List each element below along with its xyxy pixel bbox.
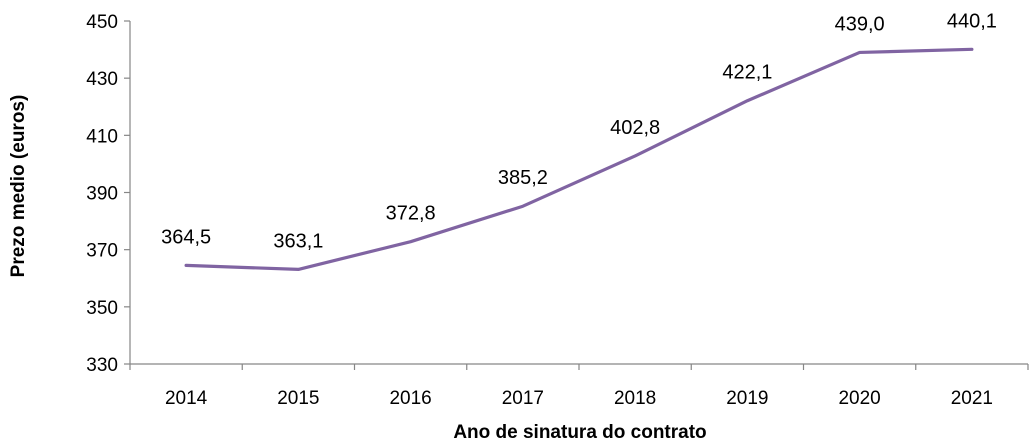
series-line [184,47,974,271]
y-tick-label: 410 [86,126,118,147]
x-tick-label: 2018 [614,388,656,409]
series-group [184,47,974,271]
x-tick-label: 2021 [951,388,993,409]
data-label: 372,8 [386,203,436,225]
x-tick-label: 2014 [165,388,208,409]
data-label: 402,8 [610,117,660,139]
y-tick-label: 450 [86,12,118,33]
y-tick-label: 370 [86,241,118,262]
x-tick-label: 2019 [726,388,768,409]
x-tick-label: 2017 [502,388,544,409]
y-tick-label: 330 [86,355,118,376]
y-axis-title: Prezo medio (euros) [8,95,29,278]
data-label: 439,0 [835,13,885,35]
y-axis: 330 350 370 390 410 430 450 [86,12,131,376]
data-label: 385,2 [498,167,548,189]
y-tick-label: 430 [86,69,118,90]
data-label: 364,5 [161,226,211,248]
data-label: 363,1 [273,230,323,252]
y-tick-label: 350 [86,298,118,319]
data-label: 440,1 [947,10,997,32]
y-tick-label: 390 [86,184,118,205]
x-tick-label: 2020 [838,388,880,409]
x-axis-title: Ano de sinatura do contrato [453,422,706,443]
data-labels-group: 364,5 363,1 372,8 385,2 402,8 422,1 439,0 440,1 [161,10,997,252]
x-tick-label: 2016 [389,388,431,409]
data-label: 422,1 [722,62,772,84]
x-axis: 2014 2015 2016 2017 2018 2019 2020 2021 [129,363,1029,409]
x-tick-label: 2015 [277,388,319,409]
